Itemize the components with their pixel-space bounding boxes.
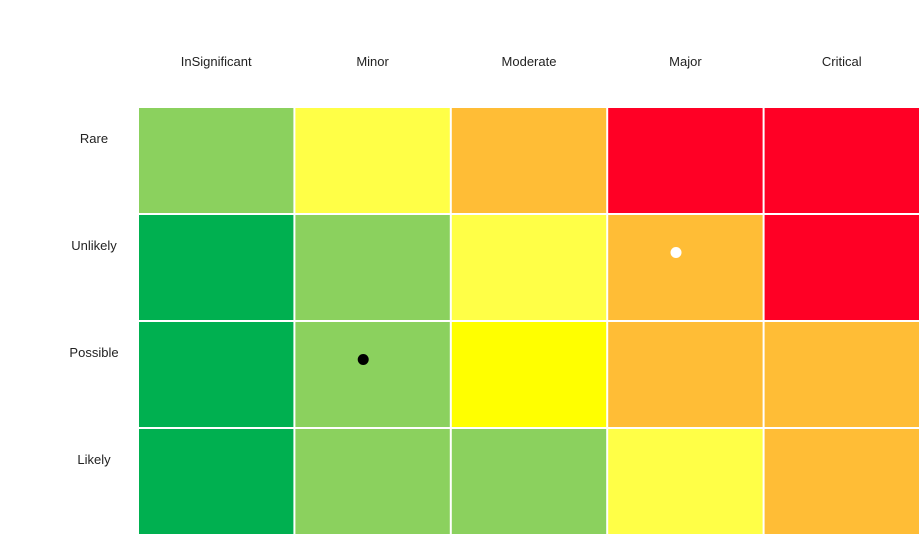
row-label-rare: Rare (80, 131, 108, 146)
cell-likely-major (608, 429, 763, 534)
column-label-minor: Minor (356, 54, 389, 69)
cell-possible-moderate (451, 322, 607, 427)
cell-likely-minor (295, 429, 450, 534)
cell-rare-moderate (451, 108, 607, 213)
column-label-major: Major (669, 54, 702, 69)
column-labels: InSignificant Minor Moderate Major Critical (181, 54, 862, 69)
cell-rare-critical (764, 108, 919, 213)
cell-likely-moderate (451, 429, 607, 534)
markers (357, 247, 682, 366)
cell-unlikely-insignificant (139, 215, 294, 320)
cell-likely-insignificant (139, 429, 294, 534)
column-label-insignificant: InSignificant (181, 54, 252, 69)
cell-likely-critical (764, 429, 919, 534)
cell-unlikely-critical (764, 215, 919, 320)
cell-possible-major (608, 322, 763, 427)
cell-possible-insignificant (139, 322, 294, 427)
row-labels: Rare Unlikely Possible Likely (69, 131, 118, 467)
column-label-moderate: Moderate (502, 54, 557, 69)
cell-unlikely-major (608, 215, 763, 320)
cell-rare-minor (295, 108, 450, 213)
marker-unlikely-major (670, 247, 682, 259)
row-label-unlikely: Unlikely (71, 238, 117, 253)
cell-possible-critical (764, 322, 919, 427)
row-label-possible: Possible (69, 345, 118, 360)
heatmap-cells (139, 108, 919, 534)
marker-possible-minor (357, 354, 369, 366)
cell-rare-major (608, 108, 763, 213)
cell-rare-insignificant (139, 108, 294, 213)
cell-possible-minor (295, 322, 450, 427)
cell-unlikely-minor (295, 215, 450, 320)
row-label-likely: Likely (77, 452, 111, 467)
cell-unlikely-moderate (451, 215, 607, 320)
column-label-critical: Critical (822, 54, 862, 69)
